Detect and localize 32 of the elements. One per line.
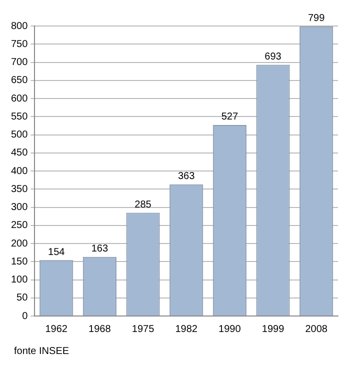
- y-tick-label: 250: [10, 220, 28, 232]
- data-label: 163: [91, 244, 108, 255]
- y-tick-label: 0: [22, 310, 28, 322]
- x-tick-label: 1999: [262, 324, 285, 335]
- x-tick-label: 1962: [45, 324, 68, 335]
- y-tick-label: 350: [10, 184, 28, 195]
- y-tick-label: 300: [10, 202, 28, 213]
- x-tick-label: 1968: [88, 324, 112, 335]
- data-label: 363: [178, 171, 196, 182]
- data-label: 527: [221, 112, 238, 123]
- y-tick-label: 400: [10, 166, 28, 177]
- source-note: fonte INSEE: [14, 346, 70, 357]
- y-tick-label: 800: [10, 20, 28, 32]
- y-tick-label: 50: [16, 292, 28, 304]
- x-tick-label: 2008: [305, 324, 328, 335]
- y-tick-label: 600: [10, 93, 28, 104]
- data-label: 799: [308, 13, 326, 24]
- y-tick-label: 100: [10, 274, 28, 286]
- data-label: 285: [134, 199, 152, 210]
- y-tick-label: 200: [10, 238, 28, 250]
- data-label: 693: [264, 52, 282, 63]
- y-tick-label: 500: [10, 130, 28, 140]
- y-tick-label: 700: [10, 57, 28, 68]
- y-tick-label: 450: [10, 148, 28, 159]
- y-tick-label: 750: [10, 38, 28, 50]
- x-tick-label: 1982: [175, 324, 198, 335]
- x-tick-label: 1975: [132, 324, 155, 335]
- y-tick-label: 150: [10, 256, 28, 268]
- x-tick-label: 1990: [218, 324, 242, 335]
- y-tick-label: 650: [10, 75, 28, 86]
- data-label: 154: [48, 246, 66, 258]
- y-tick-label: 550: [10, 111, 28, 122]
